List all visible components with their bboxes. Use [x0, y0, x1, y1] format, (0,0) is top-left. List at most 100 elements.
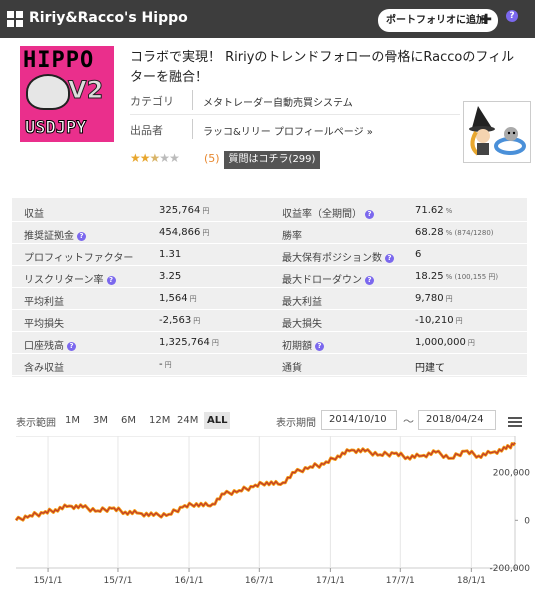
x-tick-label: 15/7/1	[103, 576, 132, 586]
grid-icon	[7, 11, 24, 28]
stat-label: リスクリターン率?	[24, 271, 116, 286]
stat-unit: 円	[193, 317, 201, 325]
stat-value: 1,000,000 円	[415, 337, 475, 348]
logo-text-hippo: HIPPO	[23, 48, 95, 73]
stat-label-text: 最大ドローダウン	[282, 275, 362, 286]
equity-chart: 15/1/1 15/7/1 16/1/1 16/7/1 17/1/1 17/7/1 18/1…	[14, 436, 531, 586]
help-icon[interactable]: ?	[106, 276, 116, 285]
range-1m-button[interactable]: 1M	[65, 415, 80, 426]
add-to-portfolio-button[interactable]: ポートフォリオに追加 ✚	[378, 9, 498, 32]
stat-label-text: 推奨証拠金	[24, 231, 74, 242]
stat-value: 71.62%	[415, 205, 452, 216]
logo-text-version: V2	[67, 76, 104, 105]
help-icon[interactable]: ?	[77, 232, 86, 241]
stat-label: 推奨証拠金?	[24, 227, 86, 242]
stat-value-text: 18.25	[415, 271, 444, 282]
help-icon[interactable]: ?	[365, 210, 374, 219]
header-bar: Ririy&Racco's Hippo ポートフォリオに追加 ✚ ?	[0, 0, 535, 38]
series-band	[14, 441, 517, 522]
stat-value-text: 71.62	[415, 205, 444, 216]
stat-label-text: 初期額	[282, 341, 312, 352]
start-date-input[interactable]: 2014/10/10	[321, 410, 397, 430]
divider	[12, 221, 527, 222]
stat-unit: 円	[202, 207, 210, 215]
stat-value-text: 9,780	[415, 293, 444, 304]
help-icon[interactable]: ?	[315, 342, 324, 351]
review-count[interactable]: (5)	[204, 152, 220, 165]
stat-value: 1.31	[159, 249, 181, 260]
stat-label: 通貨	[282, 359, 302, 374]
stat-value: 1,325,764 円	[159, 337, 219, 348]
stat-label: 口座残高?	[24, 337, 76, 352]
stat-value: 454,866 円	[159, 227, 209, 238]
stat-label: 収益	[24, 205, 44, 220]
divider	[12, 331, 527, 332]
stat-unit: 円	[211, 339, 219, 347]
seller-profile-link[interactable]: ラッコ&リリー プロフィールページ »	[203, 127, 373, 138]
help-icon[interactable]: ?	[67, 342, 76, 351]
stat-value: -円	[159, 359, 172, 370]
range-3m-button[interactable]: 3M	[93, 415, 108, 426]
stat-unit: 円	[445, 295, 453, 303]
stat-value-text: 454,866	[159, 227, 201, 238]
stat-label-text: 口座残高	[24, 341, 64, 352]
series-line	[15, 442, 516, 521]
stat-label: 初期額?	[282, 337, 324, 352]
x-tick-label: 17/1/1	[316, 576, 345, 586]
tilde-separator: ～	[403, 415, 414, 428]
period-label: 表示期間	[276, 418, 316, 429]
stat-unit: 円	[455, 317, 463, 325]
divider	[130, 114, 460, 115]
divider	[192, 90, 193, 110]
y-tick-label: 200,000	[493, 469, 530, 479]
stat-value: 18.25% (100,155 円)	[415, 271, 498, 282]
x-tick-label: 17/7/1	[386, 576, 415, 586]
divider	[12, 353, 527, 354]
category-label: カテゴリ	[130, 95, 174, 108]
stat-label-text: プロフィットファクター	[24, 253, 134, 264]
stat-value: 3.25	[159, 271, 181, 282]
divider	[192, 119, 193, 139]
divider	[12, 375, 527, 376]
stat-value-text: 1,000,000	[415, 337, 466, 348]
stat-label: プロフィットファクター	[24, 249, 133, 264]
stat-unit: 円	[189, 295, 197, 303]
range-6m-button[interactable]: 6M	[121, 415, 136, 426]
help-icon[interactable]: ?	[365, 276, 374, 285]
stat-label-text: 含み収益	[24, 363, 64, 374]
star-icon: ★	[139, 151, 151, 165]
stat-label: 平均損失	[24, 315, 64, 330]
star-empty-icon: ★	[159, 151, 170, 165]
stat-unit: % (874/1280)	[445, 229, 494, 237]
y-tick-label: 0	[524, 516, 530, 526]
stat-label-text: 最大損失	[282, 319, 322, 330]
stat-value: 325,764 円	[159, 205, 209, 216]
product-logo: HIPPO V2 USDJPY	[20, 46, 114, 142]
plus-icon: ✚	[480, 12, 492, 28]
divider	[12, 243, 527, 244]
x-tick-label: 16/7/1	[245, 576, 274, 586]
seller-avatar[interactable]	[463, 101, 531, 163]
stat-value: 円建て	[415, 359, 445, 374]
questions-button[interactable]: 質問はコチラ(299)	[224, 151, 320, 169]
stat-value: -2,563 円	[159, 315, 200, 326]
range-12m-button[interactable]: 12M	[149, 415, 171, 426]
divider	[12, 287, 527, 288]
range-24m-button[interactable]: 24M	[177, 415, 199, 426]
stat-label-text: 平均損失	[24, 319, 64, 330]
y-tick-label: -200,000	[490, 564, 531, 574]
stat-unit: 円	[164, 361, 172, 369]
stat-unit: % (100,155 円)	[445, 273, 499, 281]
range-all-button[interactable]: ALL	[204, 412, 231, 429]
stat-value-text: -	[159, 359, 163, 370]
stat-label-text: 勝率	[282, 231, 302, 242]
stat-label-text: 最大利益	[282, 297, 322, 308]
star-half-icon: ★	[149, 151, 161, 165]
end-date-input[interactable]: 2018/04/24	[418, 410, 496, 430]
help-icon[interactable]: ?	[385, 254, 394, 263]
chart-menu-icon[interactable]	[508, 417, 522, 428]
range-label: 表示範囲	[16, 418, 56, 429]
stat-label: 含み収益	[24, 359, 64, 374]
divider	[12, 265, 527, 266]
help-icon[interactable]: ?	[506, 10, 518, 22]
